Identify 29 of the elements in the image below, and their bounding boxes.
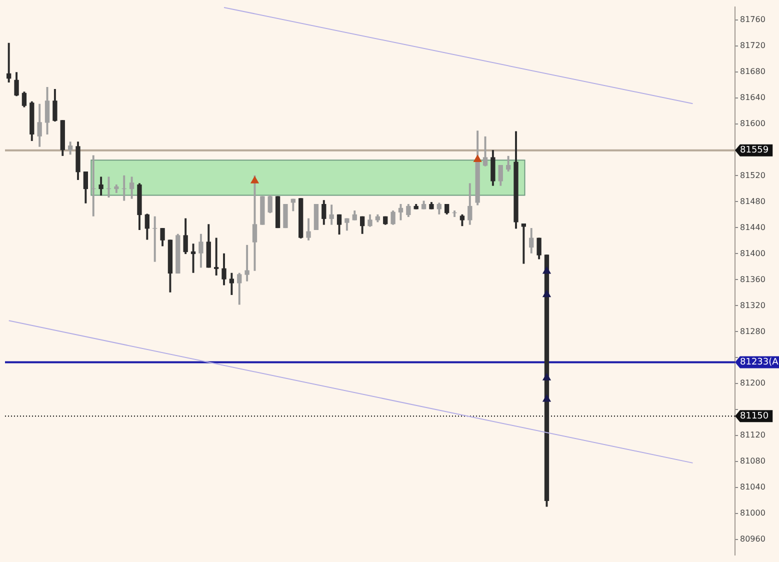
- point: [542, 266, 551, 274]
- y-tick-label: 81480: [740, 196, 766, 206]
- ref-line-label: 81559: [740, 146, 769, 156]
- y-tick-label: 81280: [740, 326, 766, 336]
- y-tick-label: 81520: [740, 170, 766, 180]
- y-tick-label: 81000: [740, 508, 766, 518]
- point: [542, 373, 551, 380]
- y-tick-label: 81600: [740, 118, 766, 128]
- point: [542, 394, 551, 402]
- y-tick-label: 81080: [740, 456, 766, 466]
- candlestick: [275, 196, 280, 228]
- y-tick-label: 81760: [740, 14, 766, 24]
- y-tick-label: 81040: [740, 482, 766, 492]
- candlestick: [314, 204, 319, 230]
- y-tick-label: 81120: [740, 430, 766, 440]
- ref-line-label: 81233(A: [740, 358, 779, 368]
- y-tick-label: 80960: [740, 534, 766, 544]
- y-tick-label: 81360: [740, 274, 766, 284]
- y-tick-label: 81400: [740, 248, 766, 258]
- y-tick-label: 81440: [740, 222, 766, 232]
- y-tick-label: 81200: [740, 378, 766, 388]
- point: [474, 154, 482, 162]
- ref-line-label: 81150: [740, 411, 769, 422]
- y-tick-label: 81320: [740, 300, 766, 310]
- y-tick-label: 81720: [740, 40, 766, 50]
- point: [250, 176, 259, 184]
- point: [542, 290, 551, 298]
- y-tick-label: 81640: [740, 92, 766, 102]
- y-tick-label: 81680: [740, 66, 766, 76]
